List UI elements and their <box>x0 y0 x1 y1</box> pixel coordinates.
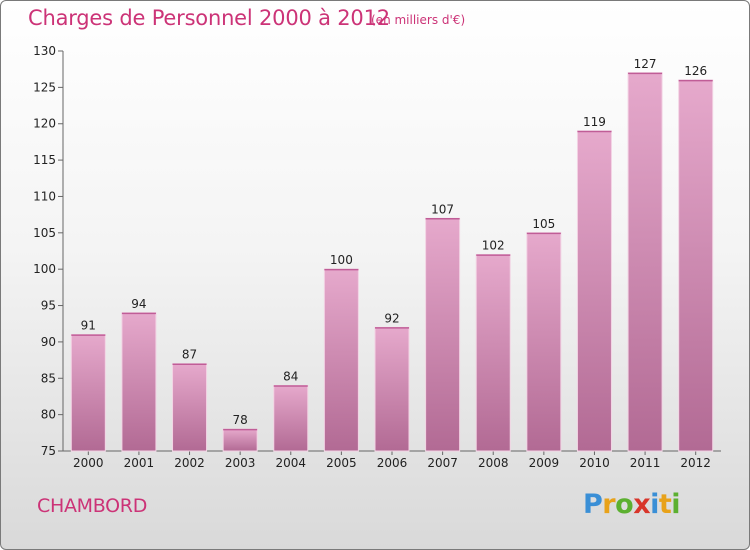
x-tick-label: 2005 <box>326 456 357 470</box>
bar-value-label: 78 <box>233 413 248 427</box>
y-tick-label: 125 <box>33 80 56 94</box>
bar <box>273 385 309 452</box>
bar <box>475 254 511 452</box>
x-tick-label: 2008 <box>478 456 509 470</box>
y-tick-label: 105 <box>33 226 56 240</box>
bar-value-label: 87 <box>182 348 197 362</box>
x-tick-label: 2012 <box>680 456 711 470</box>
axes: 75 80 85 90 95 100 105 110 115 120 125 130 2000 2001 2… <box>33 44 721 470</box>
bar-value-label: 105 <box>532 217 555 231</box>
y-tick-label: 75 <box>41 444 56 458</box>
bar <box>222 428 258 452</box>
x-tick-label: 2009 <box>529 456 560 470</box>
bar-value-label: 126 <box>684 64 707 78</box>
logo-letter: P <box>583 489 603 520</box>
bar <box>576 130 612 452</box>
bar <box>70 334 106 452</box>
logo-letter: o <box>615 489 634 520</box>
x-tick-label: 2006 <box>377 456 408 470</box>
x-tick-label: 2004 <box>275 456 306 470</box>
proxiti-logo[interactable]: Proxiti <box>583 489 681 520</box>
y-tick-label: 110 <box>33 189 56 203</box>
y-tick-label: 115 <box>33 153 56 167</box>
logo-letter: r <box>602 489 616 520</box>
y-tick-label: 80 <box>41 408 56 422</box>
x-tick-label: 2010 <box>579 456 610 470</box>
bar-value-label: 127 <box>634 57 657 71</box>
bar-value-label: 100 <box>330 253 353 267</box>
chart-title: Charges de Personnel 2000 à 2012 <box>28 6 390 30</box>
y-tick-label: 85 <box>41 371 56 385</box>
bar-value-label: 92 <box>384 311 399 325</box>
commune-name: CHAMBORD <box>37 495 148 517</box>
chart-subtitle: (en milliers d'€) <box>371 13 466 27</box>
bar <box>323 268 359 452</box>
x-tick-label: 2003 <box>225 456 256 470</box>
bars <box>70 72 714 452</box>
bar <box>678 79 714 452</box>
bar <box>121 312 157 452</box>
x-tick-label: 2007 <box>427 456 458 470</box>
bar-value-label: 102 <box>482 239 505 253</box>
bar-value-label: 94 <box>131 297 146 311</box>
logo-letter: i <box>671 489 681 520</box>
bar-value-label: 84 <box>283 370 298 384</box>
logo-letter: i <box>650 489 659 520</box>
value-labels: 91 94 87 78 84 100 92 107 102 105 119 127 126 <box>81 57 707 427</box>
bar <box>425 217 461 452</box>
x-tick-label: 2001 <box>124 456 155 470</box>
logo-letter: x <box>633 489 651 520</box>
x-tick-label: 2000 <box>73 456 104 470</box>
bar-value-label: 91 <box>81 319 96 333</box>
x-tick-label: 2011 <box>630 456 661 470</box>
y-tick-label: 95 <box>41 299 56 313</box>
bar <box>526 232 562 452</box>
bar <box>374 326 410 452</box>
bar-value-label: 119 <box>583 115 606 129</box>
y-tick-label: 130 <box>33 44 56 58</box>
y-tick-label: 120 <box>33 117 56 131</box>
logo-letter: t <box>658 489 672 520</box>
bar <box>627 72 663 452</box>
bar <box>172 363 208 452</box>
x-tick-label: 2002 <box>174 456 205 470</box>
y-tick-label: 90 <box>41 335 56 349</box>
y-tick-label: 100 <box>33 262 56 276</box>
bar-value-label: 107 <box>431 202 454 216</box>
